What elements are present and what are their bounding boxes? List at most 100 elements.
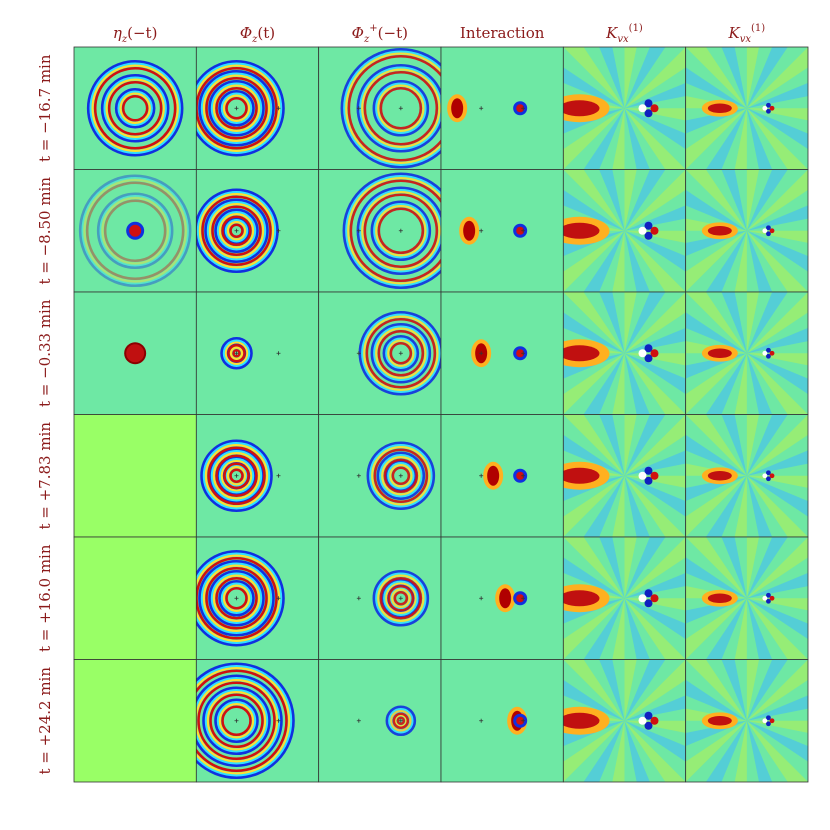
ring [206,690,267,752]
fan-wedge [624,230,686,292]
ring [376,573,426,623]
fan-wedge [624,598,686,660]
ring [100,196,170,266]
blob [499,588,512,609]
fan-wedge [685,169,747,231]
fan-wedge [624,169,666,231]
fan-wedge [746,414,788,476]
panel-bg [441,659,564,782]
fan-wedge [705,598,747,660]
fan-wedge [746,572,809,599]
ring [121,94,149,122]
panel [441,537,564,660]
fan-wedge [746,230,773,292]
fan-wedge [563,312,625,354]
marker [276,351,281,356]
blob [638,226,647,235]
ring [370,445,432,507]
fan-wedge [685,230,747,292]
fan-wedge [685,598,747,660]
blob [766,598,771,604]
fan-wedge [746,475,809,537]
ring [96,192,174,270]
blob [766,476,771,482]
marker [356,228,361,233]
panel-bg [74,659,197,782]
blob [769,595,775,601]
ring [388,463,414,489]
fan-wedge [746,598,773,660]
blob [638,471,647,480]
header-symbol: Φ [240,24,252,42]
fan-wedge [624,450,686,476]
blob [769,473,775,479]
marker [234,228,239,233]
fan-wedge [624,537,637,599]
blob [644,344,653,353]
fan-wedge [746,537,760,599]
blob [707,348,732,359]
fan-wedge [563,189,625,231]
blob [638,716,647,725]
blob [516,716,525,725]
fan-wedge [746,695,809,721]
fan-wedge [563,679,625,721]
ring [232,348,241,358]
panel [441,169,564,292]
blob [762,105,768,111]
fan-wedge [563,108,625,134]
fan-wedge [685,189,747,231]
ring [220,336,253,370]
blob [451,98,464,119]
fan-wedge [563,47,625,109]
fan-wedge [624,292,637,354]
ring [196,61,283,155]
fan-wedge [624,720,686,782]
header-suffix: (−t) [378,24,408,42]
panel [74,659,197,782]
fan-wedge [624,47,637,109]
column-header: ηz(−t) [113,24,158,45]
fan-wedge [583,230,625,292]
fan-wedge [746,450,809,476]
blob [516,226,525,235]
ring [384,336,418,370]
blob [769,718,775,724]
ring [360,67,441,149]
header-sup: (1) [751,23,765,34]
blob [638,104,647,113]
panel [196,537,319,660]
blob [762,350,768,356]
fan-wedge [746,230,809,272]
panel [685,414,809,537]
ring [90,63,180,153]
blob [766,102,771,108]
fan-wedge [624,108,686,150]
ring [374,326,428,380]
ring [200,439,273,513]
fan-wedge [624,230,650,292]
ring [215,576,258,620]
column-header: Φz+(−t) [352,23,408,45]
fan-wedge [563,292,625,354]
header-sub: z [363,34,370,45]
ring [225,586,248,610]
ring [340,47,441,169]
marker [479,473,484,478]
ring [218,89,255,127]
ring [204,443,269,509]
marker [234,596,239,601]
fan-wedge [734,230,747,292]
marker [479,718,484,723]
ring [389,709,413,733]
fan-wedge [599,414,625,476]
column-header: Kvx(1) [605,23,643,45]
fan-wedge [746,353,809,366]
panel [74,537,197,660]
row-label: t = +24.2 min [36,667,54,775]
panel [196,169,319,292]
fan-wedge [624,353,650,415]
fan-wedge [624,695,686,721]
fan-wedge [563,67,625,109]
fan-wedge [563,598,625,624]
